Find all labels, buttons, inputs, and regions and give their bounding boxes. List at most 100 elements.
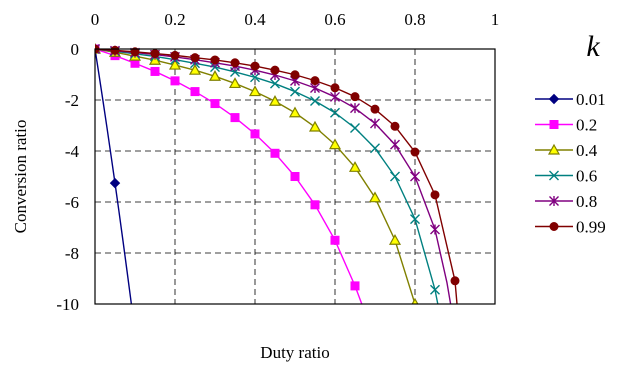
data-point <box>228 77 242 89</box>
data-point <box>450 276 460 286</box>
data-point <box>170 76 180 86</box>
series-0.2 <box>95 44 363 304</box>
legend-item: 0.01 <box>535 90 606 109</box>
legend: k 0.01 0.2 0.4 0.6 0.8 0.99 <box>535 30 606 237</box>
data-point <box>310 76 320 86</box>
data-point <box>150 66 160 76</box>
legend-label: 0.01 <box>576 90 606 109</box>
legend-marker <box>549 196 559 206</box>
y-axis-title: Conversion ratio <box>11 120 30 234</box>
data-point <box>370 118 380 129</box>
x-tick-label: 0.8 <box>404 10 425 29</box>
y-tick-label: -4 <box>65 142 80 161</box>
x-tick-label: 0.4 <box>244 10 266 29</box>
data-point <box>330 107 340 118</box>
data-point <box>308 120 322 132</box>
legend-item: 0.6 <box>535 167 597 186</box>
data-point <box>150 49 160 59</box>
data-point <box>390 139 400 150</box>
legend-marker <box>548 93 560 105</box>
legend-label: 0.6 <box>576 167 597 186</box>
plot-frame <box>94 48 496 305</box>
data-point <box>270 148 280 158</box>
legend-marker <box>549 170 559 181</box>
data-point <box>250 129 260 139</box>
data-point <box>388 234 402 245</box>
data-point <box>268 95 282 106</box>
legend-label: 0.4 <box>576 141 598 160</box>
data-point <box>208 70 222 81</box>
data-point <box>290 86 300 97</box>
series-0.99 <box>95 44 460 304</box>
data-point <box>368 191 382 203</box>
data-point <box>110 45 120 55</box>
data-point <box>290 172 300 181</box>
data-point <box>190 87 200 97</box>
data-point <box>250 72 260 83</box>
data-point <box>188 63 202 75</box>
data-point <box>350 92 360 102</box>
x-tick-labels: 0 0.2 0.4 0.6 0.8 1 <box>91 10 500 29</box>
data-point <box>250 61 260 71</box>
data-point <box>410 214 420 225</box>
data-point <box>210 99 220 109</box>
legend-item: 0.99 <box>535 218 606 237</box>
data-point <box>130 47 140 57</box>
data-point <box>390 121 400 131</box>
legend-item: 0.8 <box>535 192 597 211</box>
data-point <box>328 138 342 150</box>
series-line <box>95 48 439 304</box>
data-point <box>350 123 360 134</box>
legend-title-k: k <box>586 30 600 63</box>
data-point <box>288 106 302 118</box>
data-point <box>109 177 121 189</box>
legend-label: 0.8 <box>576 192 597 211</box>
legend-marker <box>549 222 559 231</box>
data-point <box>210 55 220 65</box>
series-layer <box>95 43 460 304</box>
data-point <box>348 161 362 172</box>
legend-item: 0.4 <box>535 141 598 160</box>
data-point <box>430 284 440 295</box>
data-point <box>430 224 440 235</box>
legend-label: 0.2 <box>576 116 597 135</box>
data-point <box>168 58 182 70</box>
series-line <box>95 48 363 304</box>
series-line <box>95 48 452 304</box>
series-0.01 <box>95 43 133 304</box>
legend-marker <box>549 120 559 129</box>
y-tick-label: -8 <box>65 244 79 263</box>
data-point <box>330 235 340 245</box>
data-point <box>230 113 240 123</box>
data-point <box>310 96 320 107</box>
series-0.6 <box>95 44 440 304</box>
data-point <box>248 85 262 97</box>
data-point <box>410 171 420 182</box>
y-tick-label: 0 <box>71 40 80 59</box>
data-point <box>410 147 420 157</box>
data-point <box>390 171 400 182</box>
data-point <box>310 200 320 210</box>
legend-item: 0.2 <box>535 116 597 135</box>
data-point <box>350 281 360 291</box>
x-axis-title: Duty ratio <box>260 343 329 362</box>
data-point <box>270 78 280 89</box>
data-point <box>350 103 360 114</box>
data-point <box>290 70 300 80</box>
y-tick-label: -2 <box>65 91 79 110</box>
x-tick-label: 0.6 <box>324 10 345 29</box>
y-tick-label: -6 <box>65 193 79 212</box>
data-point <box>270 65 280 75</box>
data-point <box>170 50 180 60</box>
data-point <box>370 104 380 114</box>
x-tick-label: 1 <box>491 10 500 29</box>
legend-label: 0.99 <box>576 218 606 237</box>
data-point <box>330 83 340 93</box>
legend-marker <box>547 143 561 155</box>
y-tick-labels: 0 -2 -4 -6 -8 -10 <box>56 40 79 314</box>
x-tick-label: 0 <box>91 10 100 29</box>
data-point <box>190 53 200 63</box>
data-point <box>230 58 240 68</box>
data-point <box>430 190 440 200</box>
